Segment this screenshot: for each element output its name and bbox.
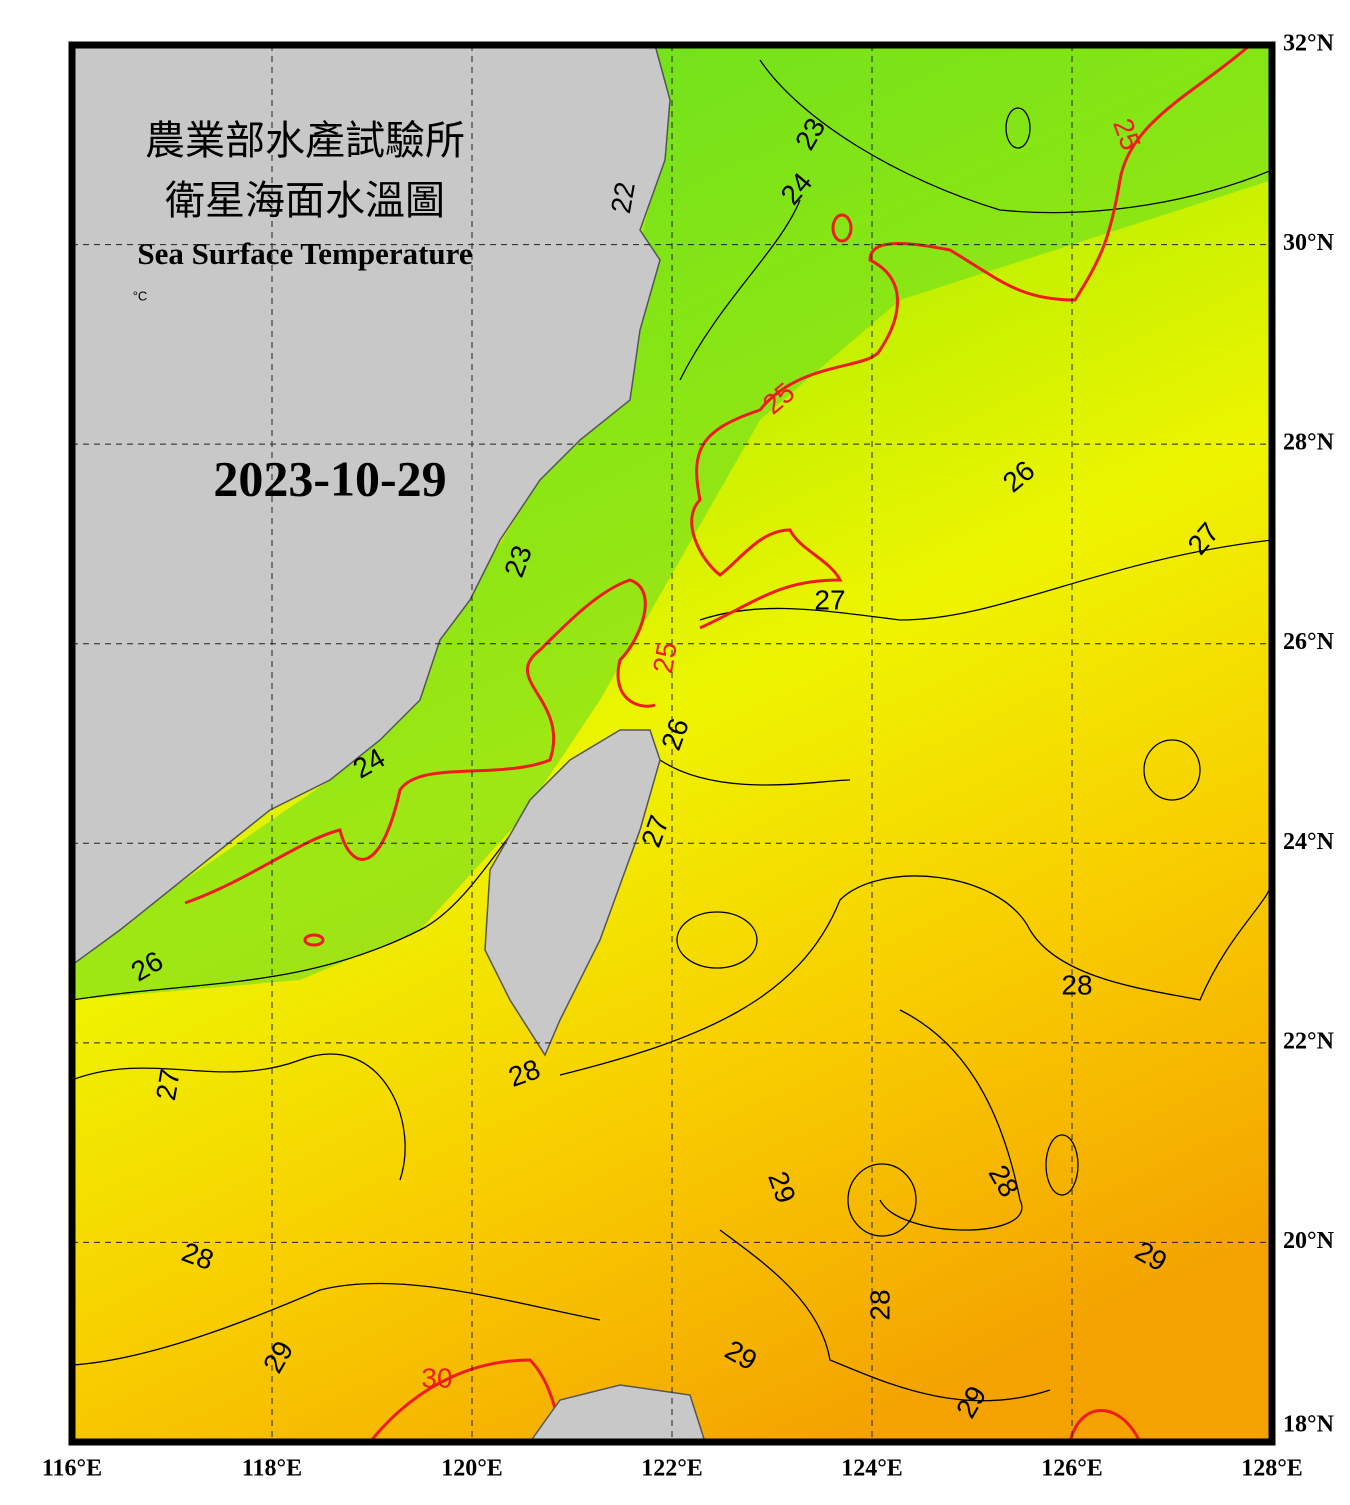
highlight-isotherm-label: 30: [421, 1362, 452, 1393]
x-tick-label: 120°E: [441, 1456, 503, 1482]
date: 2023-10-29: [213, 450, 446, 506]
y-tick-label: 28°N: [1283, 430, 1335, 456]
isotherm-label: 22: [605, 180, 641, 216]
isotherm-label: 27: [150, 1067, 186, 1103]
map-frame: [68, 41, 1276, 1446]
mainland: [72, 45, 671, 966]
y-tick-label: 26°N: [1283, 629, 1335, 655]
y-tick-label: 30°N: [1283, 230, 1335, 256]
graticule: [72, 45, 1272, 1442]
axes: 116°E 118°E 120°E 122°E 124°E 126°E 128°E 18°N 2…: [42, 31, 1335, 1482]
y-tick-label: 32°N: [1283, 31, 1335, 57]
isotherm-label: 28: [864, 1289, 895, 1320]
x-tick-label: 122°E: [641, 1456, 703, 1482]
highlight-isotherm-label: 25: [647, 640, 683, 676]
y-tick-label: 22°N: [1283, 1028, 1335, 1054]
y-tick-label: 24°N: [1283, 829, 1335, 855]
title-zh-1: 農業部水產試驗所: [145, 118, 465, 163]
y-tick-label: 20°N: [1283, 1228, 1335, 1254]
x-tick-label: 116°E: [42, 1456, 102, 1482]
title-zh-2: 衛星海面水溫圖: [165, 178, 445, 223]
title-en: Sea Surface Temperature: [137, 236, 472, 271]
taiwan: [484, 729, 661, 1057]
x-tick-label: 126°E: [1041, 1456, 1103, 1482]
x-tick-label: 118°E: [242, 1456, 302, 1482]
isotherm-label: 27: [814, 584, 845, 615]
y-tick-label: 18°N: [1283, 1412, 1335, 1438]
colorbar-unit: °C: [133, 288, 148, 303]
x-tick-label: 128°E: [1241, 1456, 1303, 1482]
luzon: [529, 1384, 706, 1442]
isotherm-label: 28: [1061, 969, 1092, 1000]
x-tick-label: 124°E: [841, 1456, 903, 1482]
